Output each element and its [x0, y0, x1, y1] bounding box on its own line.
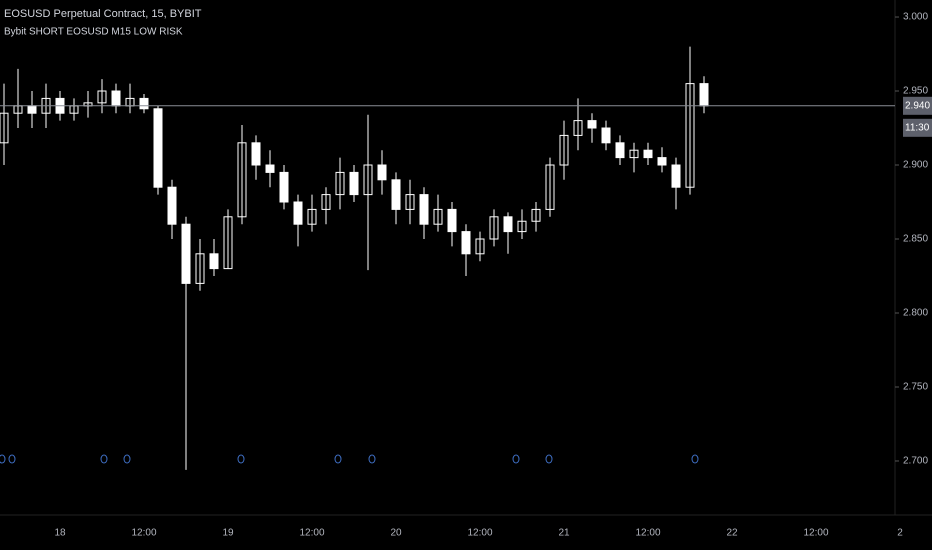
- candle-body: [279, 171, 289, 203]
- candle-body: [153, 108, 163, 188]
- candle-body: [307, 208, 317, 225]
- x-tick-label: 20: [390, 528, 402, 539]
- countdown-label: 11:30: [905, 122, 930, 133]
- x-tick-label: 12:00: [467, 528, 492, 539]
- candle-body: [601, 127, 611, 144]
- candle-body: [181, 223, 191, 284]
- y-tick-label: 2.950: [903, 86, 928, 97]
- candle-body: [419, 194, 429, 225]
- signal-markers: [0, 454, 699, 464]
- candle-body: [587, 120, 597, 129]
- y-tick-label: 2.850: [903, 234, 928, 245]
- x-tick-label: 22: [726, 528, 738, 539]
- candle-body: [629, 149, 639, 159]
- y-tick-label: 2.750: [903, 382, 928, 393]
- candle-body: [657, 157, 667, 166]
- x-tick-label: 12:00: [635, 528, 660, 539]
- candle-body: [293, 201, 303, 225]
- candle-body: [349, 171, 359, 196]
- candle-body: [237, 142, 247, 218]
- candle-body: [573, 120, 583, 136]
- candle-body: [265, 164, 275, 173]
- candle-body: [139, 97, 149, 110]
- candle-body: [559, 134, 569, 166]
- signal-marker: [8, 454, 16, 464]
- chart-subtitle: Bybit SHORT EOSUSD M15 LOW RISK: [4, 27, 183, 38]
- candle-body: [615, 142, 625, 159]
- candle-body: [251, 142, 261, 166]
- candle-body: [97, 90, 107, 104]
- candle-body: [447, 208, 457, 233]
- x-tick-label: 19: [222, 528, 234, 539]
- candle-body: [377, 164, 387, 181]
- candle-body: [167, 186, 177, 225]
- candle-body: [531, 208, 541, 222]
- signal-marker: [0, 454, 6, 464]
- y-tick-label: 2.800: [903, 308, 928, 319]
- y-tick-label: 3.000: [903, 12, 928, 23]
- signal-marker: [545, 454, 553, 464]
- candle-body: [405, 194, 415, 210]
- candle-body: [209, 253, 219, 270]
- signal-marker: [123, 454, 131, 464]
- candle-body: [461, 231, 471, 255]
- candle-body: [685, 83, 695, 188]
- candle-body: [363, 164, 373, 196]
- chart-title: EOSUSD Perpetual Contract, 15, BYBIT: [4, 8, 202, 20]
- x-tick-label: 12:00: [299, 528, 324, 539]
- signal-marker: [100, 454, 108, 464]
- signal-marker: [334, 454, 342, 464]
- candle-body: [671, 164, 681, 188]
- last-price-box: [903, 96, 932, 115]
- candle-body: [335, 171, 345, 196]
- candle-body: [643, 149, 653, 159]
- candle-body: [699, 83, 709, 107]
- x-tick-label: 2: [897, 528, 903, 539]
- candle-body: [321, 194, 331, 210]
- x-tick-label: 12:00: [131, 528, 156, 539]
- candle-body: [391, 179, 401, 210]
- x-tick-label: 18: [54, 528, 66, 539]
- signal-marker: [368, 454, 376, 464]
- candle-body: [517, 220, 527, 233]
- candle-body: [223, 216, 233, 270]
- candle-body: [27, 105, 37, 114]
- signal-marker: [512, 454, 520, 464]
- x-tick-label: 21: [558, 528, 570, 539]
- last-price-label: 2.940: [905, 100, 930, 111]
- candle-body: [489, 216, 499, 240]
- candle-body: [475, 238, 485, 255]
- candle-body: [111, 90, 121, 107]
- candle-body: [503, 216, 513, 233]
- candle-body: [545, 164, 555, 210]
- candle-body: [433, 208, 443, 225]
- signal-marker: [237, 454, 245, 464]
- y-tick-label: 2.700: [903, 456, 928, 467]
- countdown-box: [903, 118, 932, 137]
- candle-body: [0, 112, 9, 144]
- signal-marker: [691, 454, 699, 464]
- candle-body: [195, 253, 205, 284]
- x-tick-label: 12:00: [803, 528, 828, 539]
- y-tick-label: 2.900: [903, 160, 928, 171]
